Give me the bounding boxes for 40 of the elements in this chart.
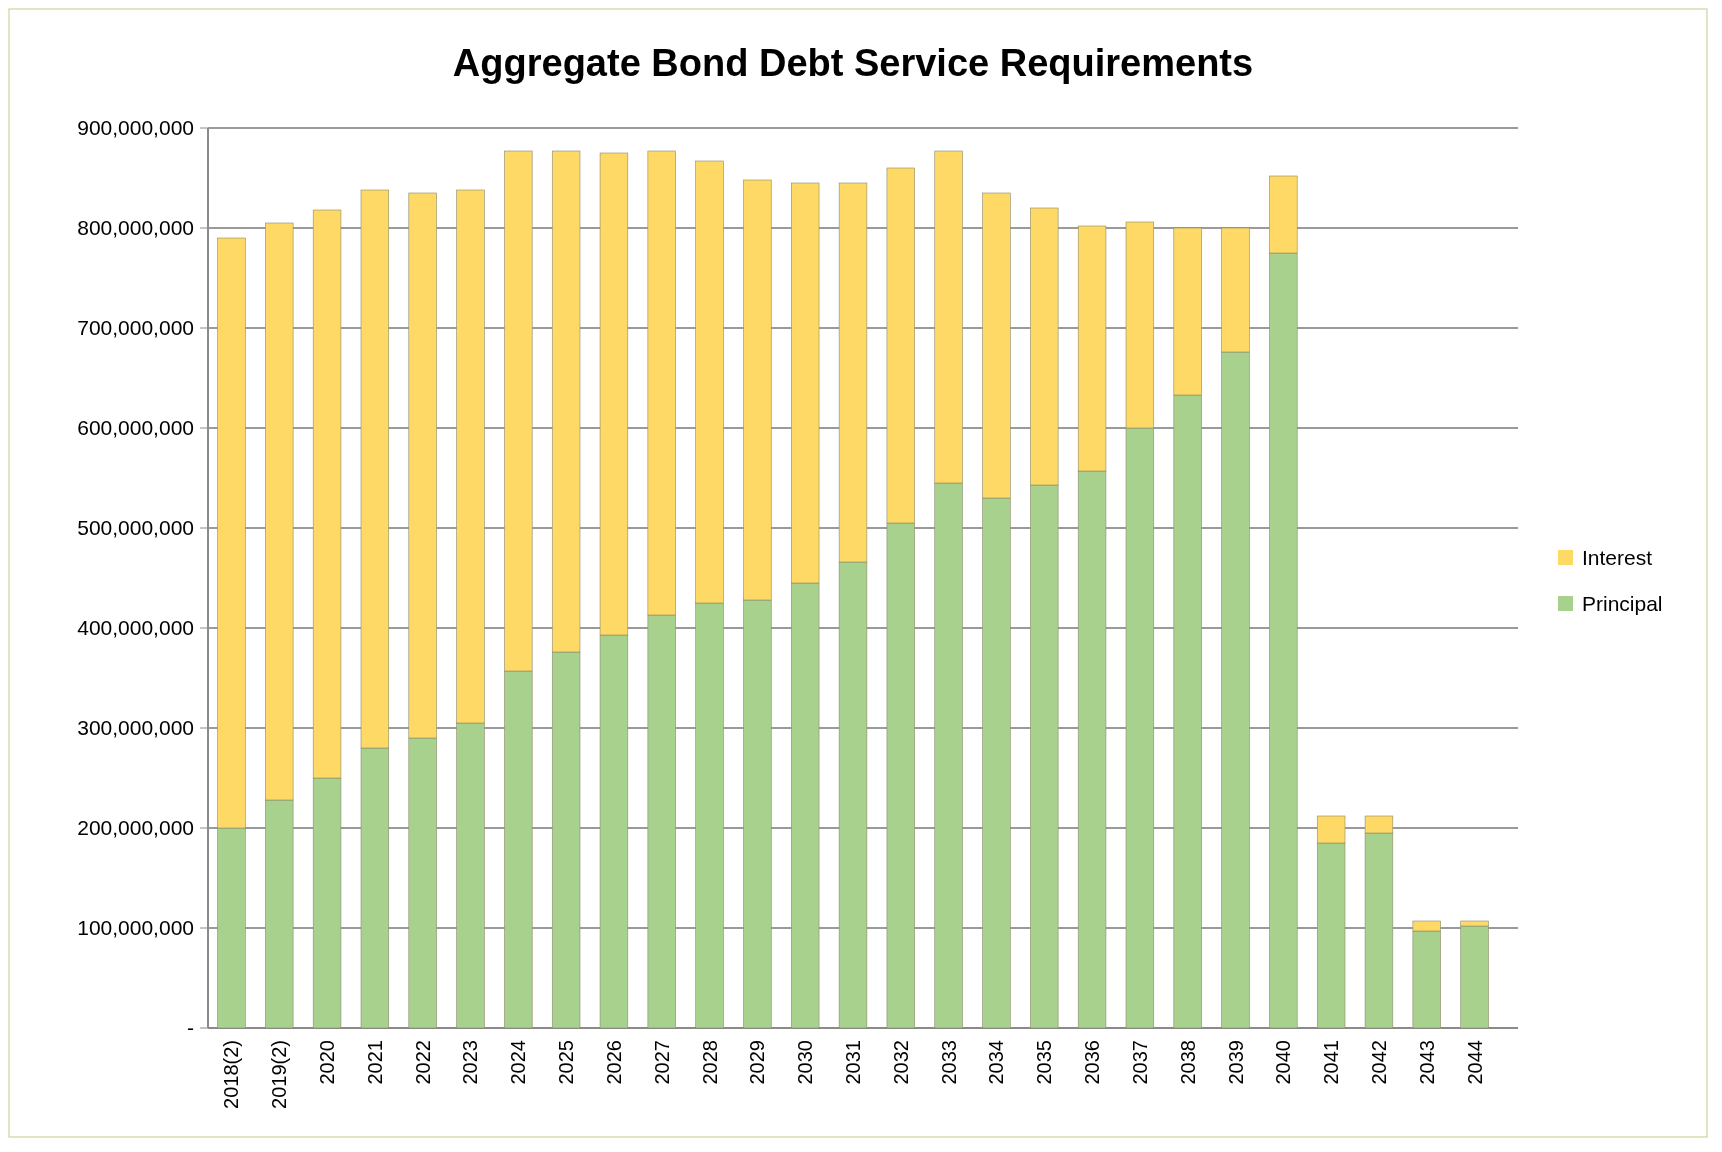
x-tick-label: 2040 [1272, 1040, 1295, 1085]
chart-title: Aggregate Bond Debt Service Requirements [452, 42, 1254, 84]
x-tick-label: 2025 [555, 1040, 578, 1085]
y-tick-label: - [187, 1016, 194, 1040]
y-tick-label: 500,000,000 [77, 516, 194, 540]
y-tick-label: 200,000,000 [77, 816, 194, 840]
x-tick-label: 2034 [985, 1040, 1008, 1085]
x-tick-label: 2026 [602, 1040, 625, 1085]
y-tick-label: 700,000,000 [77, 316, 194, 340]
x-tick-label: 2020 [316, 1040, 339, 1085]
x-tick-label: 2035 [1033, 1040, 1056, 1085]
x-tick-label: 2044 [1463, 1040, 1486, 1085]
x-tick-label: 2023 [459, 1040, 482, 1085]
x-tick-label: 2024 [507, 1040, 530, 1085]
x-tick-label: 2030 [794, 1040, 817, 1085]
legend-label: Principal [1582, 592, 1663, 616]
y-tick-label: 300,000,000 [77, 716, 194, 740]
y-tick-label: 100,000,000 [77, 916, 194, 940]
y-tick-label: 600,000,000 [77, 416, 194, 440]
x-tick-label: 2021 [363, 1040, 386, 1085]
x-tick-label: 2022 [411, 1040, 434, 1085]
x-tick-label: 2041 [1320, 1040, 1343, 1085]
x-tick-label: 2018(2) [220, 1040, 243, 1109]
x-tick-label: 2037 [1128, 1040, 1151, 1085]
x-tick-label: 2043 [1415, 1040, 1438, 1085]
x-tick-label: 2031 [842, 1040, 864, 1085]
x-tick-label: 2032 [889, 1040, 912, 1085]
x-tick-label: 2027 [650, 1040, 673, 1085]
y-tick-label: 800,000,000 [77, 216, 194, 240]
x-tick-label: 2033 [937, 1040, 960, 1085]
x-tick-label: 2039 [1224, 1040, 1247, 1085]
y-tick-label: 900,000,000 [77, 116, 194, 140]
x-tick-label: 2036 [1081, 1040, 1104, 1085]
legend-label: Interest [1582, 546, 1653, 570]
x-tick-label: 2028 [698, 1040, 721, 1085]
y-tick-label: 400,000,000 [77, 616, 194, 640]
x-tick-label: 2042 [1367, 1040, 1390, 1085]
x-tick-label: 2019(2) [268, 1040, 291, 1109]
x-tick-label: 2029 [746, 1040, 769, 1085]
x-tick-label: 2038 [1176, 1040, 1199, 1085]
